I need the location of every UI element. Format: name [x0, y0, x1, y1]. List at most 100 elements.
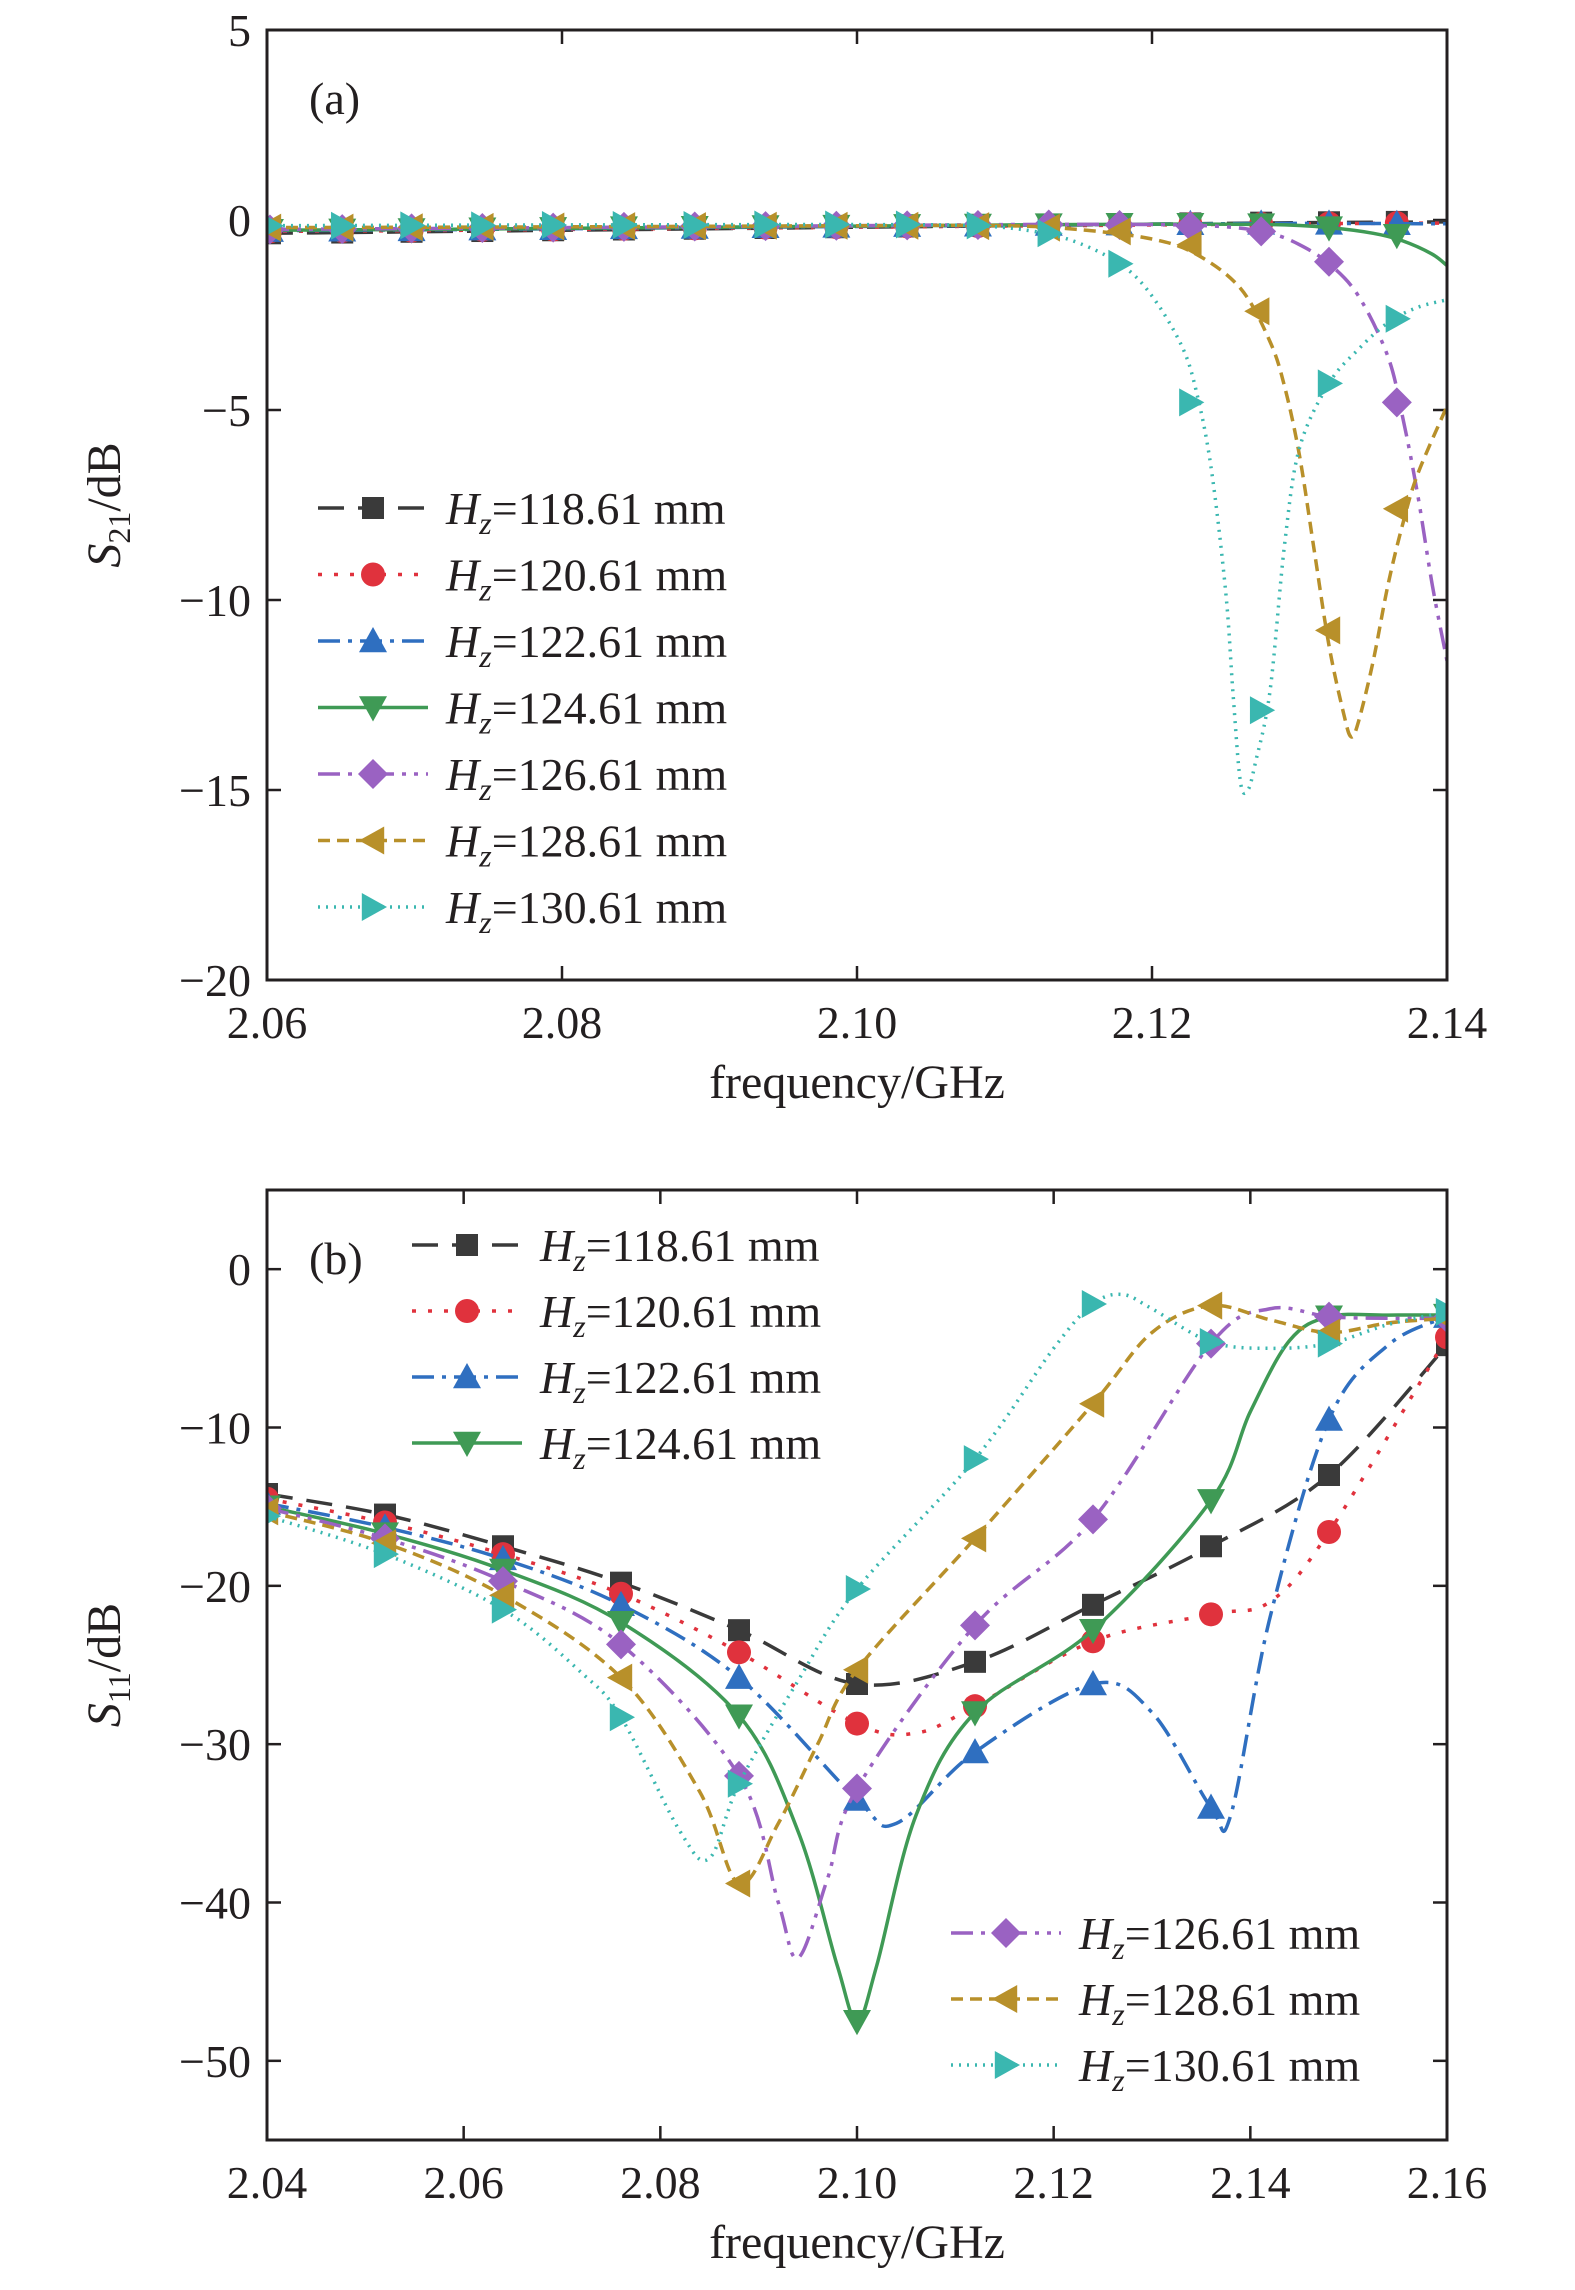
legend-label-main: H [445, 616, 482, 667]
data-point [1315, 216, 1343, 242]
legend-label-value: =124.61 mm [492, 683, 728, 734]
data-point [960, 1610, 990, 1641]
legend-entry: Hz=130.61 mm [318, 882, 727, 940]
data-point [607, 1611, 635, 1637]
x-tick-label: 2.08 [620, 2157, 701, 2208]
legend-label-main: H [539, 1418, 576, 1469]
legend-entry: Hz=124.61 mm [412, 1418, 821, 1476]
legend-entry: Hz=128.61 mm [951, 1974, 1360, 2032]
data-point [725, 1704, 753, 1730]
y-tick-label: −10 [179, 1403, 251, 1454]
data-point [683, 210, 709, 239]
plot-frame [265, 28, 1449, 982]
legend-marker [359, 826, 385, 855]
data-point [1200, 1535, 1222, 1558]
data-point [1079, 1389, 1105, 1418]
series-3 [267, 1302, 1447, 1833]
data-point [471, 211, 497, 240]
legend-entry: Hz=128.61 mm [318, 816, 727, 874]
legend-label-value: =128.61 mm [1125, 1974, 1361, 2025]
data-point [1179, 388, 1205, 417]
data-point [727, 1769, 753, 1798]
data-point [373, 1540, 399, 1569]
legend-label-value: =126.61 mm [492, 749, 728, 800]
legend-label-sub: z [478, 904, 492, 940]
series-5 [267, 1301, 1447, 1960]
data-point [491, 1595, 517, 1624]
data-point [895, 210, 922, 239]
series-line [267, 1312, 1447, 2023]
data-point [1246, 216, 1277, 247]
y-axis-title: S21/dB [78, 442, 137, 567]
y-tick-label: 0 [228, 1244, 251, 1295]
data-point [1197, 1291, 1223, 1320]
axes: 2.04 2.06 2.08 2.10 2.12 2.14 2.16 0 −10 −20 −30 −4… [179, 1190, 1487, 2208]
x-tick-label: 2.12 [1013, 2157, 1094, 2208]
data-point [1079, 1618, 1107, 1645]
y-tick-label: 0 [228, 195, 251, 246]
data-point [1317, 1329, 1343, 1358]
data-point [489, 1581, 515, 1610]
legend-label: Hz=124.61 mm [539, 1418, 821, 1476]
x-tick-label: 2.06 [423, 2157, 504, 2208]
legend-label-value: =120.61 mm [492, 550, 728, 601]
y-axis-title-rest: /dB [78, 442, 131, 511]
data-point [1381, 387, 1412, 418]
data-point [267, 1508, 281, 1524]
x-tick-label: 2.16 [1407, 2157, 1488, 2208]
data-point [842, 1773, 872, 1804]
legend-label-main: H [445, 550, 482, 601]
data-point [1081, 1290, 1107, 1318]
data-point [725, 1663, 753, 1689]
legend-entry: Hz=126.61 mm [318, 749, 727, 807]
x-axis-title: frequency/GHz [709, 1056, 1005, 1109]
y-tick-label: −50 [179, 2036, 251, 2087]
legend-label-sub: z [572, 1440, 586, 1476]
x-tick-label: 2.06 [227, 997, 308, 1048]
legend-label-sub: z [478, 638, 492, 674]
data-point [612, 210, 638, 239]
data-point [1382, 224, 1411, 250]
series-line [267, 1315, 1447, 1833]
legend-label-sub: z [572, 1308, 586, 1344]
data-point [1318, 1464, 1340, 1486]
legend-label: Hz=130.61 mm [1078, 2040, 1360, 2098]
legend-label-main: H [445, 816, 482, 867]
legend-label-value: =124.61 mm [586, 1418, 822, 1469]
legend-label: Hz=122.61 mm [539, 1352, 821, 1410]
y-tick-label: −15 [179, 765, 251, 816]
legend-marker [992, 1985, 1018, 2013]
legend-marker [361, 893, 387, 921]
legend-label-main: H [1078, 1908, 1115, 1959]
data-point [1082, 1593, 1104, 1616]
data-point [606, 1629, 636, 1660]
series-line [267, 1343, 1447, 1687]
y-tick-label: −5 [202, 385, 251, 436]
axes: 2.06 2.08 2.10 2.12 2.14 5 0 −5 −10 −15 −20 [179, 5, 1487, 1048]
legend-marker [453, 1431, 481, 1457]
y-axis-title-rest: /dB [78, 1603, 131, 1672]
legend-label-value: =128.61 mm [492, 816, 728, 867]
data-point [607, 1590, 635, 1617]
legend-entry: Hz=130.61 mm [951, 2040, 1360, 2098]
legend-entry: Hz=120.61 mm [318, 550, 727, 608]
data-point [1314, 246, 1344, 277]
data-point [1199, 1602, 1223, 1627]
data-point [754, 210, 780, 239]
plot-area [267, 209, 1447, 796]
legend-label-main: H [1078, 2040, 1115, 2091]
legend-label-main: H [445, 483, 482, 534]
x-tick-label: 2.14 [1407, 997, 1488, 1048]
legend-marker [361, 562, 385, 587]
y-axis-title-sub: 11 [101, 1672, 137, 1703]
x-axis-title: frequency/GHz [709, 2216, 1005, 2269]
legend-label-sub: z [1111, 1996, 1125, 2032]
legend-marker [455, 1299, 479, 1323]
y-tick-label: −20 [179, 955, 251, 1006]
data-point [1382, 494, 1409, 523]
chart-panel-b: 2.04 2.06 2.08 2.10 2.12 2.14 2.16 0 −10 −20 −30 −4… [78, 1188, 1487, 2269]
legend-label-sub: z [478, 705, 492, 741]
legend-marker [362, 497, 384, 519]
